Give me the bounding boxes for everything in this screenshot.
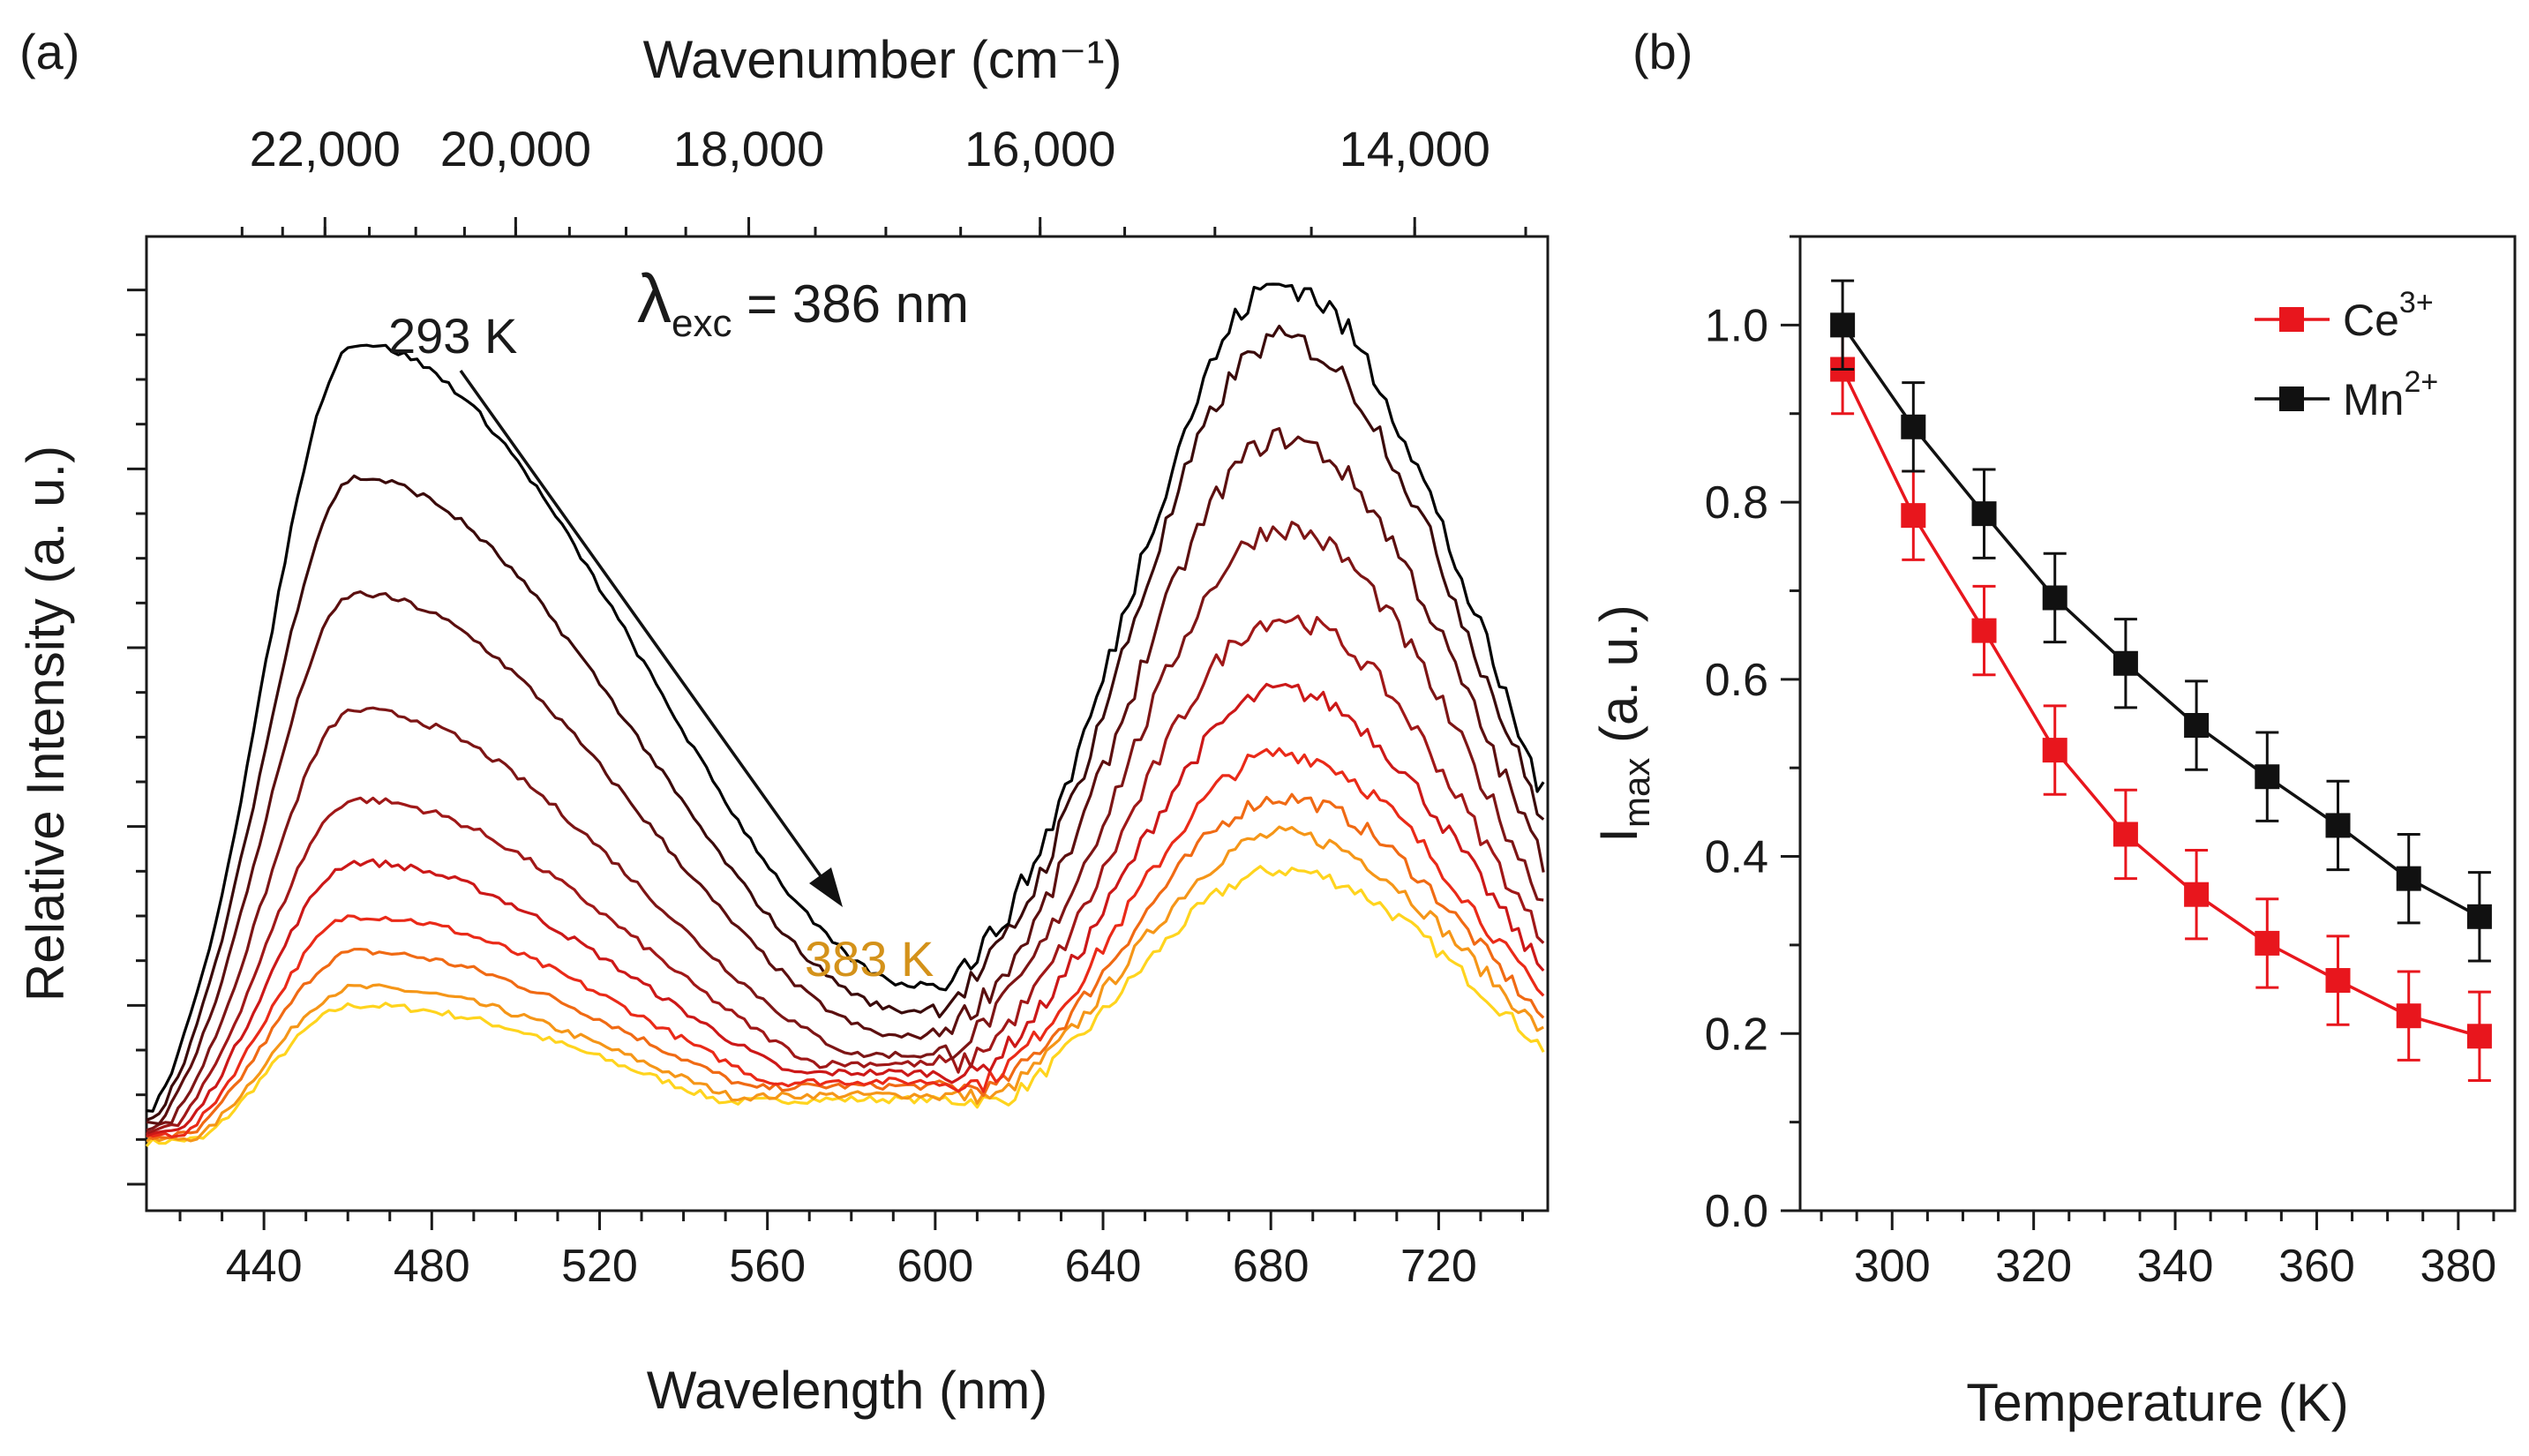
bottom-axis-ticks: 440 480 520 560 600 640 680 720 — [178, 1211, 1524, 1292]
data-point — [2255, 764, 2280, 790]
series-line — [1841, 324, 2480, 919]
spectrum-383k — [145, 865, 1545, 1147]
top-tick-label: 20,000 — [440, 121, 591, 176]
data-point — [2184, 713, 2210, 739]
imax-axis-ticks: 0.0 0.2 0.4 0.6 0.8 1.0 — [1705, 235, 1800, 1237]
data-point — [1971, 618, 1997, 643]
top-tick-label: 14,000 — [1340, 121, 1490, 176]
y-tick-label: 0.0 — [1705, 1186, 1768, 1237]
temperature-arrow — [459, 369, 829, 888]
x-tick-label: 600 — [897, 1241, 973, 1292]
legend-element: Mn — [2343, 375, 2404, 424]
spectrum-353k — [146, 747, 1545, 1139]
legend-marker — [2279, 387, 2304, 411]
legend-label: Mn2+ — [2343, 365, 2438, 424]
imax-axis-title: Imax (a. u.) — [1589, 604, 1657, 842]
panel-b-label: (b) — [1632, 24, 1692, 79]
data-point — [2184, 882, 2210, 907]
imax-symbol: I — [1589, 828, 1648, 843]
imax-subscript: max — [1616, 758, 1657, 828]
data-point — [2325, 813, 2351, 838]
data-point — [2396, 866, 2421, 891]
data-point — [2113, 822, 2138, 847]
x-tick-label: 480 — [394, 1241, 470, 1292]
spectrum-313k — [146, 427, 1545, 1126]
left-axis-ticks — [127, 289, 146, 1186]
lambda-subscript: exc — [672, 302, 732, 345]
spectra-curves — [145, 282, 1545, 1147]
x-tick-label: 380 — [2420, 1241, 2496, 1292]
x-tick-label: 440 — [226, 1241, 303, 1292]
data-point — [2466, 1024, 2492, 1049]
plot-a-frame — [145, 235, 1550, 1212]
data-point — [2325, 968, 2351, 994]
series-mn — [1830, 279, 2492, 963]
x-tick-label: 560 — [729, 1241, 806, 1292]
lambda-symbol: λ — [637, 259, 672, 337]
data-point — [2113, 650, 2138, 676]
x-tick-label: 680 — [1233, 1241, 1310, 1292]
data-point — [1830, 312, 1856, 338]
x-tick-label: 300 — [1854, 1241, 1931, 1292]
spectrum-323k — [146, 521, 1544, 1132]
excitation-value: = 386 nm — [732, 274, 969, 334]
wavelength-axis-title: Wavelength (nm) — [647, 1361, 1048, 1420]
plot-b-frame — [1798, 235, 2517, 1212]
series-ce — [1830, 323, 2492, 1082]
top-tick-label: 16,000 — [964, 121, 1115, 176]
imax-units: (a. u.) — [1589, 604, 1648, 757]
data-point — [1971, 501, 1997, 527]
spectrum-363k — [146, 792, 1545, 1141]
x-tick-label: 360 — [2278, 1241, 2355, 1292]
top-tick-label: 18,000 — [673, 121, 824, 176]
data-point — [1901, 414, 1926, 439]
spectrum-303k — [146, 324, 1545, 1122]
y-tick-label: 1.0 — [1705, 300, 1768, 351]
intensity-axis-title: Relative Intensity (a. u.) — [16, 446, 75, 1002]
data-point — [1901, 503, 1926, 529]
legend: Ce3+ Mn2+ — [2255, 286, 2438, 424]
panel-a-label: (a) — [19, 24, 79, 79]
panel-b: (b) 300 320 340 360 380 0.0 0.2 0.4 0.6 0.8 1.0 T… — [1589, 24, 2517, 1432]
x-tick-label: 520 — [561, 1241, 638, 1292]
y-tick-label: 0.6 — [1705, 655, 1768, 706]
label-383k: 383 K — [805, 931, 934, 987]
x-tick-label: 720 — [1400, 1241, 1477, 1292]
data-point — [2466, 904, 2492, 929]
spectrum-373k — [146, 825, 1544, 1143]
spectrum-293k — [146, 282, 1545, 1113]
label-293k: 293 K — [388, 308, 517, 364]
legend-marker — [2279, 307, 2304, 332]
panel-a: (a) Wavenumber (cm⁻¹) 22,000 20,000 18,000… — [16, 24, 1550, 1420]
y-tick-label: 0.8 — [1705, 477, 1768, 529]
y-tick-label: 0.2 — [1705, 1009, 1768, 1060]
top-axis-title: Wavenumber (cm⁻¹) — [643, 30, 1122, 89]
excitation-annotation: λexc = 386 nm — [637, 259, 969, 345]
temperature-axis-ticks: 300 320 340 360 380 — [1820, 1211, 2496, 1292]
data-point — [2396, 1003, 2421, 1029]
legend-charge: 3+ — [2399, 286, 2434, 319]
data-point — [2042, 738, 2067, 763]
legend-charge: 2+ — [2404, 365, 2438, 399]
imax-series — [1830, 279, 2492, 1082]
spectrum-333k — [146, 614, 1545, 1135]
data-point — [2255, 930, 2280, 956]
spectrum-343k — [146, 682, 1545, 1138]
series-line — [1841, 368, 2480, 1038]
data-point — [2042, 585, 2067, 611]
x-tick-label: 320 — [1995, 1241, 2072, 1292]
top-axis-ticks: 22,000 20,000 18,000 16,000 14,000 — [240, 121, 1527, 236]
temperature-axis-title: Temperature (K) — [1966, 1373, 2348, 1432]
top-tick-label: 22,000 — [250, 121, 401, 176]
x-tick-label: 640 — [1065, 1241, 1142, 1292]
arrow-head — [809, 867, 843, 907]
y-tick-label: 0.4 — [1705, 832, 1768, 883]
legend-label: Ce3+ — [2343, 286, 2434, 345]
legend-element: Ce — [2343, 296, 2399, 345]
x-tick-label: 340 — [2137, 1241, 2214, 1292]
